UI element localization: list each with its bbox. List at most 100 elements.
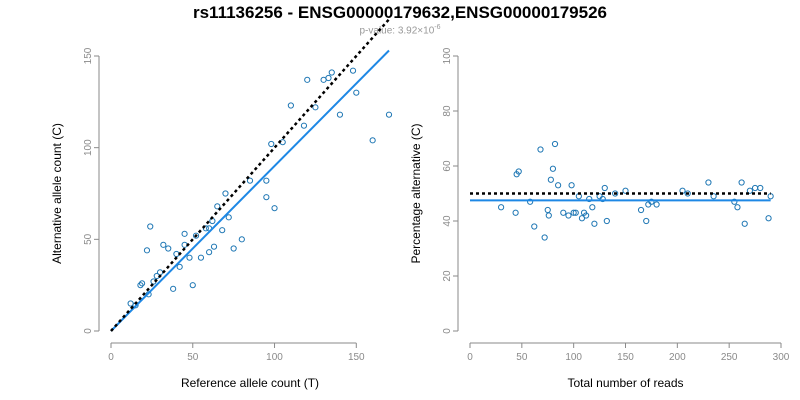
- y-tick-label: 150: [83, 47, 94, 64]
- data-point: [547, 176, 554, 183]
- y-axis-title: Alternative allele count (C): [50, 123, 64, 264]
- data-point: [578, 215, 586, 222]
- x-tick-label: 150: [348, 352, 365, 363]
- x-axis-title: Reference allele count (T): [181, 376, 319, 390]
- data-point: [271, 205, 278, 212]
- data-point: [583, 212, 590, 219]
- data-point: [170, 285, 177, 292]
- y-axis-title: Percentage alternative (C): [409, 123, 423, 263]
- data-point: [555, 182, 562, 189]
- data-point: [210, 243, 218, 250]
- data-point: [165, 245, 172, 252]
- data-point: [757, 184, 764, 192]
- x-tick-label: 100: [266, 352, 283, 363]
- pvalue-exponent: -6: [434, 24, 441, 31]
- data-point: [568, 182, 575, 189]
- data-point: [767, 193, 774, 200]
- data-point: [263, 194, 270, 201]
- data-point: [176, 263, 183, 270]
- data-point: [186, 254, 193, 261]
- data-point: [214, 203, 221, 210]
- data-point: [181, 230, 188, 237]
- data-point: [541, 234, 548, 241]
- data-point: [353, 89, 360, 96]
- data-point: [549, 165, 557, 172]
- data-point: [710, 193, 717, 200]
- x-tick-label: 100: [565, 352, 582, 363]
- data-point: [137, 282, 144, 289]
- x-tick-label: 300: [773, 352, 790, 363]
- x-tick-label: 0: [108, 352, 114, 363]
- data-point: [312, 104, 319, 111]
- data-point: [653, 201, 660, 208]
- y-tick-label: 80: [442, 105, 453, 117]
- data-point: [601, 184, 608, 192]
- x-tick-label: 150: [617, 352, 634, 363]
- data-point: [612, 190, 619, 197]
- data-point: [325, 74, 332, 82]
- data-point: [643, 217, 650, 225]
- data-point: [572, 209, 579, 216]
- data-point: [143, 247, 151, 254]
- data-point: [603, 217, 610, 225]
- x-tick-label: 250: [721, 352, 738, 363]
- data-point: [197, 254, 205, 261]
- data-point: [156, 269, 164, 276]
- data-point: [498, 204, 505, 211]
- data-point: [160, 241, 167, 248]
- x-tick-label: 200: [669, 352, 686, 363]
- data-point: [591, 220, 598, 227]
- data-point: [349, 67, 357, 74]
- data-point: [586, 195, 593, 203]
- y-tick-label: 100: [83, 139, 94, 156]
- data-point: [206, 249, 213, 256]
- y-tick-label: 0: [442, 328, 453, 334]
- data-point: [336, 111, 344, 118]
- data-point: [192, 232, 200, 239]
- data-point: [537, 146, 544, 153]
- data-point: [147, 223, 154, 230]
- y-tick-label: 0: [83, 328, 94, 334]
- data-point: [268, 140, 275, 148]
- data-point: [230, 245, 237, 252]
- data-point: [684, 190, 691, 197]
- data-point: [225, 214, 232, 221]
- data-point: [741, 220, 748, 227]
- data-point: [287, 102, 294, 109]
- data-point: [512, 209, 519, 216]
- data-point: [531, 223, 538, 230]
- fit-line: [110, 49, 390, 332]
- y-tick-label: 50: [83, 233, 94, 245]
- data-point: [369, 137, 376, 144]
- data-point: [599, 195, 606, 203]
- data-point: [738, 179, 745, 186]
- data-point: [527, 198, 534, 205]
- y-tick-label: 60: [442, 160, 453, 172]
- y-tick-label: 100: [442, 47, 453, 64]
- data-point: [765, 215, 772, 222]
- data-point: [545, 212, 552, 219]
- reference-line: [110, 18, 390, 332]
- data-point: [189, 282, 196, 289]
- data-point: [515, 168, 522, 175]
- data-point: [551, 140, 559, 148]
- data-point: [705, 179, 712, 186]
- data-point: [219, 227, 226, 234]
- data-point: [300, 122, 308, 129]
- data-point: [751, 184, 759, 192]
- x-tick-label: 50: [187, 352, 199, 363]
- data-point: [263, 177, 270, 184]
- data-point: [746, 187, 754, 194]
- data-point: [622, 187, 629, 194]
- data-point: [570, 209, 577, 216]
- data-point: [560, 209, 567, 216]
- data-point: [246, 177, 254, 184]
- y-tick-label: 40: [442, 215, 453, 227]
- figure-subtitle: p-value: 3.92×10-6: [0, 24, 800, 36]
- data-point: [222, 190, 229, 197]
- data-point: [565, 212, 572, 219]
- data-point: [385, 111, 393, 118]
- pvalue-text: p-value: 3.92×10: [359, 25, 435, 37]
- data-point: [328, 69, 335, 76]
